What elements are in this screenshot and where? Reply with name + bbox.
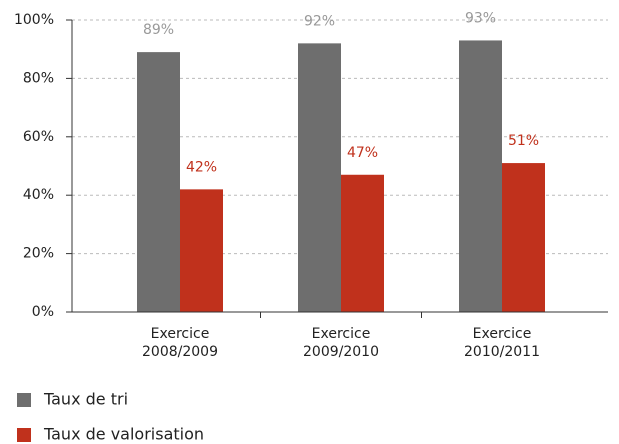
bar bbox=[502, 163, 545, 312]
y-tick-label: 80% bbox=[23, 70, 54, 86]
bar bbox=[459, 40, 502, 312]
y-tick-label: 20% bbox=[23, 246, 54, 262]
value-label: 47% bbox=[347, 145, 378, 161]
legend-swatch bbox=[17, 393, 31, 407]
y-tick-label: 60% bbox=[23, 129, 54, 145]
bar bbox=[298, 43, 341, 313]
value-label: 92% bbox=[304, 13, 335, 29]
y-tick-label: 40% bbox=[23, 187, 54, 203]
y-tick-label: 100% bbox=[14, 12, 54, 28]
x-tick-label: Exercice 2008/2009 bbox=[142, 326, 218, 360]
bar bbox=[341, 174, 384, 312]
legend-label: Taux de tri bbox=[43, 390, 128, 409]
bar bbox=[137, 52, 180, 313]
bar bbox=[180, 189, 223, 312]
value-label: 93% bbox=[465, 10, 496, 26]
value-label: 89% bbox=[143, 22, 174, 38]
x-tick-label: Exercice 2009/2010 bbox=[303, 326, 379, 360]
x-tick-label: Exercice 2010/2011 bbox=[464, 326, 540, 360]
legend-swatch bbox=[17, 428, 31, 442]
value-label: 51% bbox=[508, 133, 539, 149]
value-label: 42% bbox=[186, 159, 217, 175]
y-tick-label: 0% bbox=[32, 304, 54, 320]
legend-label: Taux de valorisation bbox=[43, 425, 204, 444]
